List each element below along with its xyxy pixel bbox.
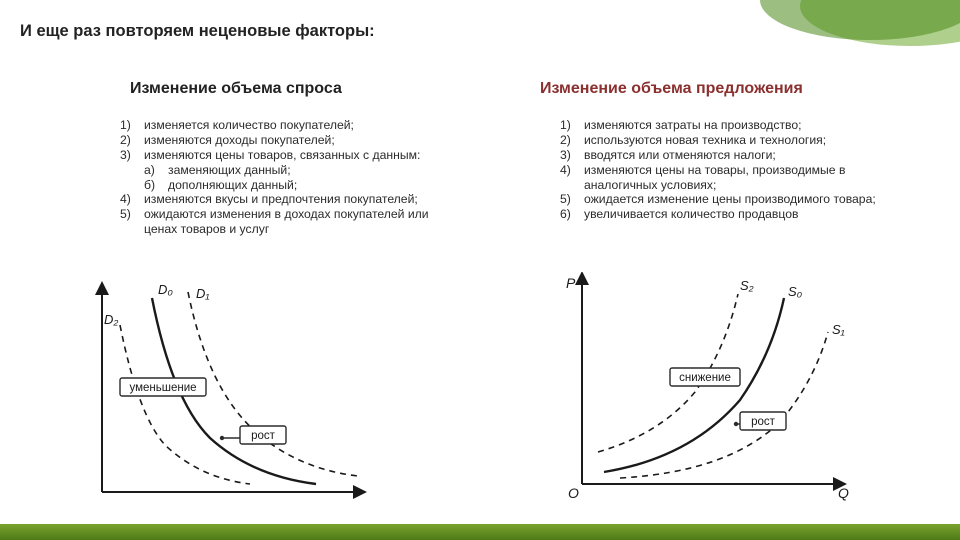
label-increase: рост: [251, 430, 276, 442]
list-item-text: изменяются цены товаров, связанных с дан…: [144, 148, 440, 163]
list-item-text: дополняющих данный;: [168, 178, 440, 193]
list-item: 5)ожидается изменение цены производимого…: [560, 192, 900, 207]
label-d0: D₀: [158, 282, 173, 297]
list-item-text: используются новая техника и технология;: [584, 133, 900, 148]
list-item: 1)изменяются затраты на производство;: [560, 118, 900, 133]
list-item: 3)изменяются цены товаров, связанных с д…: [120, 148, 440, 163]
list-item-text: изменяются затраты на производство;: [584, 118, 900, 133]
list-item: 2)изменяются доходы покупателей;: [120, 133, 440, 148]
slide-frame: И еще раз повторяем неценовые факторы: И…: [0, 0, 960, 540]
label-s-dec: снижение: [679, 372, 731, 384]
list-item-number: 3): [120, 148, 144, 163]
label-d2: D₂: [104, 312, 118, 327]
axis-q: Q: [838, 485, 849, 501]
list-item-text: заменяющих данный;: [168, 163, 440, 178]
list-item-number: 4): [560, 163, 584, 193]
label-s2: S₂: [740, 278, 754, 293]
list-item-number: 5): [560, 192, 584, 207]
list-item: 5)ожидаются изменения в доходах покупате…: [120, 207, 440, 237]
supply-title: Изменение объема предложения: [540, 80, 803, 98]
label-s-inc: рост: [751, 416, 776, 428]
list-item-number: 3): [560, 148, 584, 163]
list-item-text: изменяется количество покупателей;: [144, 118, 440, 133]
list-item-text: ожидаются изменения в доходах покупателе…: [144, 207, 440, 237]
list-item-number: а): [144, 163, 168, 178]
demand-title: Изменение объема спроса: [130, 80, 342, 98]
axis-o: O: [568, 485, 579, 501]
list-item: 4)изменяются вкусы и предпочтения покупа…: [120, 192, 440, 207]
list-item-number: 6): [560, 207, 584, 222]
main-heading: И еще раз повторяем неценовые факторы:: [20, 22, 375, 41]
list-item-number: б): [144, 178, 168, 193]
list-item: 1)изменяется количество покупателей;: [120, 118, 440, 133]
label-decrease: уменьшение: [129, 382, 196, 394]
list-item-number: 1): [560, 118, 584, 133]
list-item: 3)вводятся или отменяются налоги;: [560, 148, 900, 163]
label-s1: S₁: [832, 322, 845, 337]
bottom-bar: [0, 524, 960, 540]
list-item-text: изменяются цены на товары, производимые …: [584, 163, 900, 193]
label-s0: S₀: [788, 284, 803, 299]
list-item-number: 4): [120, 192, 144, 207]
list-item-text: вводятся или отменяются налоги;: [584, 148, 900, 163]
supply-factors-list: 1)изменяются затраты на производство;2)и…: [560, 118, 900, 222]
list-item: а)заменяющих данный;: [144, 163, 440, 178]
demand-shift-chart: D₀ D₁ D₂ уменьшение рост: [60, 280, 370, 510]
list-item-text: изменяются доходы покупателей;: [144, 133, 440, 148]
list-item-text: ожидается изменение цены производимого т…: [584, 192, 900, 207]
list-item-number: 2): [560, 133, 584, 148]
list-item-text: изменяются вкусы и предпочтения покупате…: [144, 192, 440, 207]
list-item-number: 5): [120, 207, 144, 237]
list-item-number: 1): [120, 118, 144, 133]
label-d1: D₁: [196, 286, 210, 301]
list-item: 4)изменяются цены на товары, производимы…: [560, 163, 900, 193]
list-item: 6)увеличивается количество продавцов: [560, 207, 900, 222]
list-item: б)дополняющих данный;: [144, 178, 440, 193]
list-item: 2)используются новая техника и технологи…: [560, 133, 900, 148]
list-item-text: увеличивается количество продавцов: [584, 207, 900, 222]
supply-shift-chart: P Q O S₂ S₀ S₁ снижение рост: [540, 272, 850, 502]
list-item-number: 2): [120, 133, 144, 148]
demand-factors-list: 1)изменяется количество покупателей;2)из…: [120, 118, 440, 237]
axis-p: P: [566, 275, 576, 291]
